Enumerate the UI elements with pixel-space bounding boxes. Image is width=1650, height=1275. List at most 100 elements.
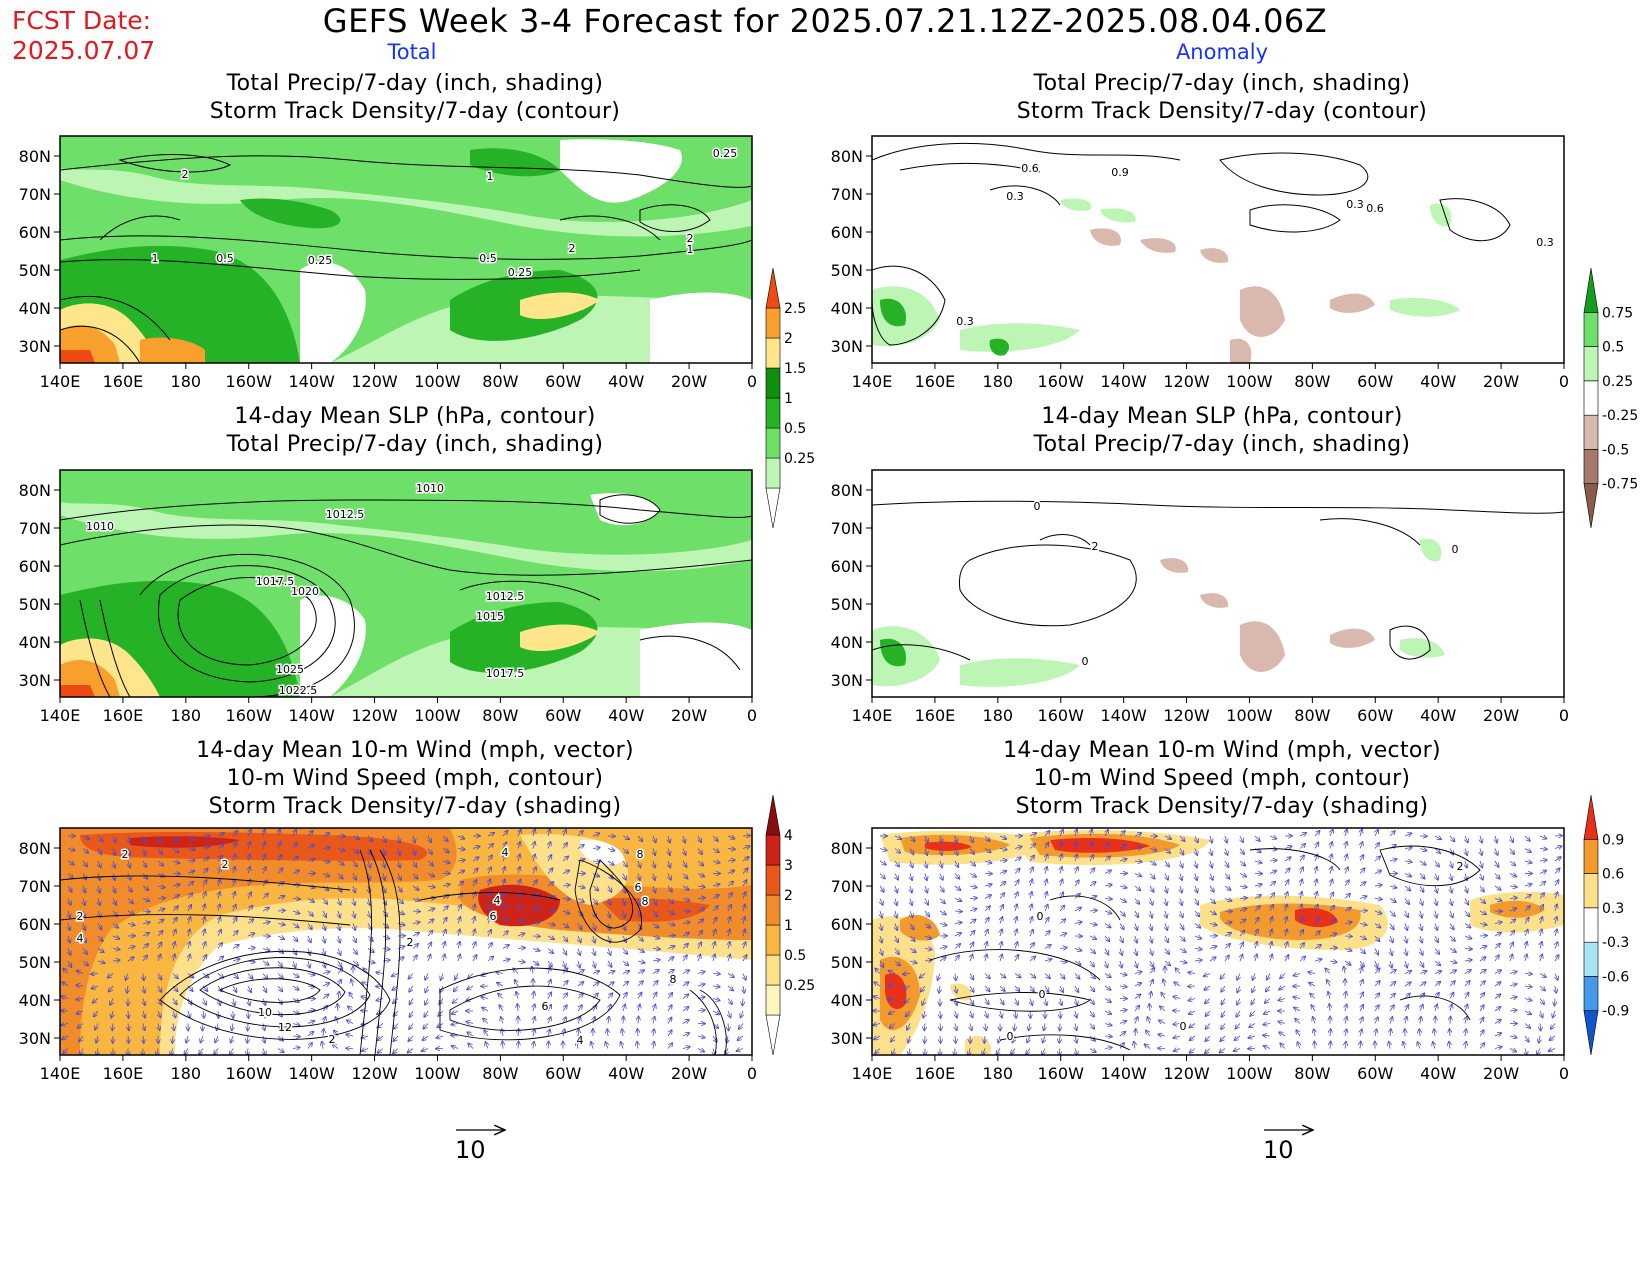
contour-label: 0.3 [956, 315, 974, 328]
lon-tick-label: 80W [1294, 706, 1330, 725]
wind-vector [292, 974, 299, 978]
wind-vector [172, 973, 178, 979]
wind-vector [323, 960, 325, 968]
lon-tick-label: 120W [351, 1064, 398, 1083]
wind-vector [427, 931, 433, 937]
wind-vector [142, 922, 150, 923]
wind-vector [143, 1010, 145, 1018]
wind-vector [263, 854, 265, 862]
wind-vector [623, 885, 625, 893]
wind-vector [203, 880, 207, 887]
wind-vector [188, 954, 190, 962]
wind-vector [487, 855, 492, 862]
contour-label: 0 [1034, 500, 1041, 513]
wind-vector [623, 873, 626, 880]
wind-vector [368, 898, 370, 906]
wind-vector [61, 1024, 69, 1026]
wind-vector [233, 867, 235, 874]
wind-vector [187, 836, 194, 839]
wind-vector [335, 1017, 338, 1024]
wind-vector [698, 942, 701, 949]
wind-vector [292, 843, 297, 849]
wind-vector [397, 885, 402, 892]
wind-vector [83, 910, 85, 918]
wind-vector [1030, 1010, 1031, 1018]
wind-vector [607, 849, 615, 851]
wind-vector [458, 929, 460, 937]
wind-vector [98, 923, 102, 930]
wind-vector [653, 1017, 655, 1024]
wind-vector [92, 986, 99, 989]
wind-vector [518, 830, 521, 837]
wind-vector [263, 842, 265, 849]
wind-vector [623, 910, 625, 918]
wind-vector [481, 997, 489, 999]
wind-vector [623, 1004, 625, 1012]
lon-tick-label: 120W [1163, 1064, 1210, 1083]
wind-vector [712, 835, 718, 841]
wind-vector [1435, 1017, 1436, 1024]
wind-vector [728, 1010, 731, 1018]
wind-vector [98, 860, 101, 868]
panel-4-frame [871, 469, 1565, 698]
contour-label: 0.25 [508, 266, 533, 279]
wind-vector [466, 1022, 474, 1024]
lat-tick-label: 60N [19, 557, 51, 576]
p2-contour-labels: 0.6 0.90.30.3 0.60.30.3 [955, 161, 1556, 330]
lon-tick-label: 120W [351, 372, 398, 391]
colorbar-segment [1583, 794, 1599, 840]
wind-vector [517, 948, 525, 949]
wind-vector [187, 893, 192, 899]
wind-vector [593, 960, 595, 968]
wind-vector [562, 911, 570, 914]
wind-vector [173, 954, 175, 962]
wind-vector [548, 967, 550, 974]
lon-tick-label: 160W [226, 706, 273, 725]
wind-vector [367, 949, 374, 953]
colorbar-segment [1583, 449, 1599, 485]
wind-vector [698, 835, 701, 842]
lon-tick-label: 60W [1357, 372, 1393, 391]
colorbar-label: 0.9 [1602, 832, 1624, 848]
wind-vector [638, 1017, 639, 1024]
panel-5-title: 14-day Mean 10-m Wind (mph, vector) 10-m… [65, 737, 765, 821]
lon-tick-label: 160W [226, 1064, 273, 1083]
wind-vector [712, 884, 720, 886]
colorbar-segment [1583, 483, 1599, 529]
panel-2-title: Total Precip/7-day (inch, shading) Storm… [872, 70, 1572, 126]
lon-tick-label: 120W [351, 706, 398, 725]
wind-vector [667, 981, 673, 987]
colorbar-segment [765, 834, 781, 866]
vector-scale-right-label: 10 [1263, 1136, 1294, 1164]
wind-vector [682, 944, 688, 949]
wind-vector [413, 848, 416, 856]
wind-vector [67, 861, 74, 865]
wind-vector [532, 922, 540, 924]
wind-vector [322, 994, 329, 999]
wind-vector [232, 959, 240, 961]
wind-vector [172, 884, 180, 886]
lon-tick-label: 80W [482, 372, 518, 391]
wind-vector [112, 923, 118, 928]
lon-tick-label: 140W [288, 372, 335, 391]
wind-vector [533, 992, 534, 999]
wind-vector [111, 1010, 113, 1018]
wind-vector [233, 918, 237, 924]
wind-vector [323, 923, 325, 931]
wind-vector [532, 894, 538, 899]
lon-tick-label: 60W [1357, 706, 1393, 725]
wind-vector [593, 910, 596, 917]
wind-vector [158, 835, 161, 842]
main-title: GEFS Week 3-4 Forecast for 2025.07.21.12… [322, 2, 1328, 40]
wind-vector [653, 898, 656, 905]
wind-vector [292, 999, 299, 1003]
wind-vector [457, 849, 465, 850]
colorbar-segment [765, 984, 781, 1016]
wind-vector [398, 860, 400, 868]
wind-vector [98, 848, 102, 855]
wind-vector [728, 917, 730, 924]
wind-vector [517, 961, 525, 962]
lat-tick-label: 40N [19, 991, 51, 1010]
wind-vector [467, 986, 474, 990]
lat-tick-label: 30N [19, 337, 51, 356]
